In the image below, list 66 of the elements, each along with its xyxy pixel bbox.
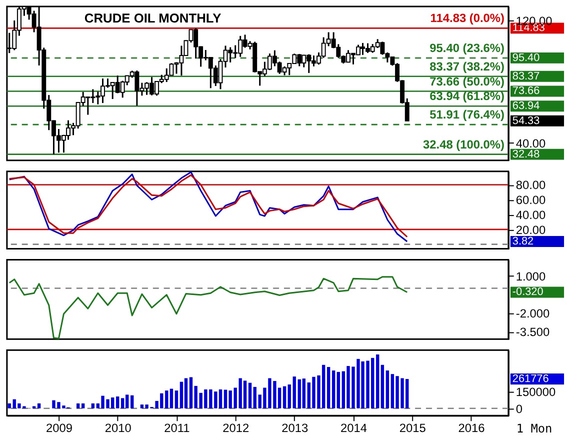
y-tick-label: 150000 bbox=[516, 385, 556, 399]
y-tick-label: -3.500 bbox=[516, 325, 550, 340]
bar bbox=[302, 378, 306, 408]
bar bbox=[326, 367, 330, 408]
bar bbox=[81, 403, 85, 408]
bar bbox=[376, 354, 380, 408]
ref-line-label: 114.83 (0.0%) bbox=[430, 11, 504, 26]
chart-title: CRUDE OIL MONTHLY bbox=[84, 10, 222, 26]
x-tick-label: 2014 bbox=[340, 421, 368, 436]
ref-line-label: 63.94 (61.8%) bbox=[430, 89, 504, 104]
bar bbox=[8, 403, 11, 408]
bar bbox=[180, 382, 184, 408]
text: 83.37 bbox=[512, 70, 540, 82]
bar bbox=[380, 364, 384, 408]
x-tick-label: 2015 bbox=[399, 421, 426, 436]
text: 63.94 bbox=[512, 100, 540, 112]
bar bbox=[253, 386, 256, 408]
bar bbox=[91, 403, 95, 408]
bar bbox=[248, 382, 252, 408]
ref-line-label: 32.48 (100.0%) bbox=[423, 137, 504, 152]
text: 73.66 bbox=[512, 85, 540, 98]
bar bbox=[37, 403, 41, 408]
bar bbox=[386, 370, 390, 408]
bar bbox=[234, 388, 237, 408]
text: 54.33 bbox=[512, 114, 540, 127]
ref-line-label: 51.91 (76.4%) bbox=[430, 108, 504, 122]
bar bbox=[224, 390, 228, 408]
bar bbox=[116, 396, 120, 408]
bar bbox=[130, 395, 134, 408]
text: 3.82 bbox=[512, 235, 534, 248]
ref-line-label: 95.40 (23.6%) bbox=[430, 41, 504, 56]
text: 1 Mon bbox=[516, 422, 552, 436]
text: 261776 bbox=[512, 372, 549, 385]
y-tick-label: 1.000 bbox=[516, 269, 546, 284]
x-tick-label: 2009 bbox=[46, 421, 73, 436]
ref-line-label: 83.37 (38.2%) bbox=[430, 59, 504, 74]
y-tick-label: 60.00 bbox=[516, 193, 546, 208]
text: 95.40 bbox=[512, 52, 540, 64]
bar bbox=[332, 370, 336, 408]
x-tick-label: 2013 bbox=[282, 421, 308, 436]
bar bbox=[288, 384, 291, 408]
text: -0.320 bbox=[512, 286, 544, 298]
x-tick-label: 2010 bbox=[104, 421, 132, 436]
bar bbox=[165, 390, 168, 408]
line-series bbox=[8, 276, 408, 340]
ref-line-label: 73.66 (50.0%) bbox=[430, 74, 504, 88]
y-tick-label: 40.00 bbox=[516, 136, 546, 150]
x-tick-label: 2011 bbox=[164, 421, 190, 436]
x-tick-label: 2012 bbox=[222, 421, 250, 436]
text: 32.48 bbox=[512, 148, 540, 160]
bar bbox=[174, 390, 178, 408]
bar bbox=[76, 403, 80, 408]
bar bbox=[336, 372, 340, 408]
bar bbox=[121, 398, 124, 408]
y-tick-label: 40.00 bbox=[516, 208, 546, 222]
bar bbox=[243, 380, 247, 408]
bar bbox=[170, 388, 174, 408]
x-tick-label: 2016 bbox=[458, 421, 486, 436]
y-tick-label: -2.000 bbox=[516, 306, 550, 321]
bar bbox=[228, 390, 232, 408]
y-tick-label: 80.00 bbox=[516, 178, 546, 192]
y-tick-label: 20.00 bbox=[516, 222, 546, 237]
bar bbox=[292, 376, 296, 408]
bar bbox=[184, 378, 188, 408]
y-tick-label: 0 bbox=[516, 402, 523, 416]
bar bbox=[282, 386, 286, 408]
